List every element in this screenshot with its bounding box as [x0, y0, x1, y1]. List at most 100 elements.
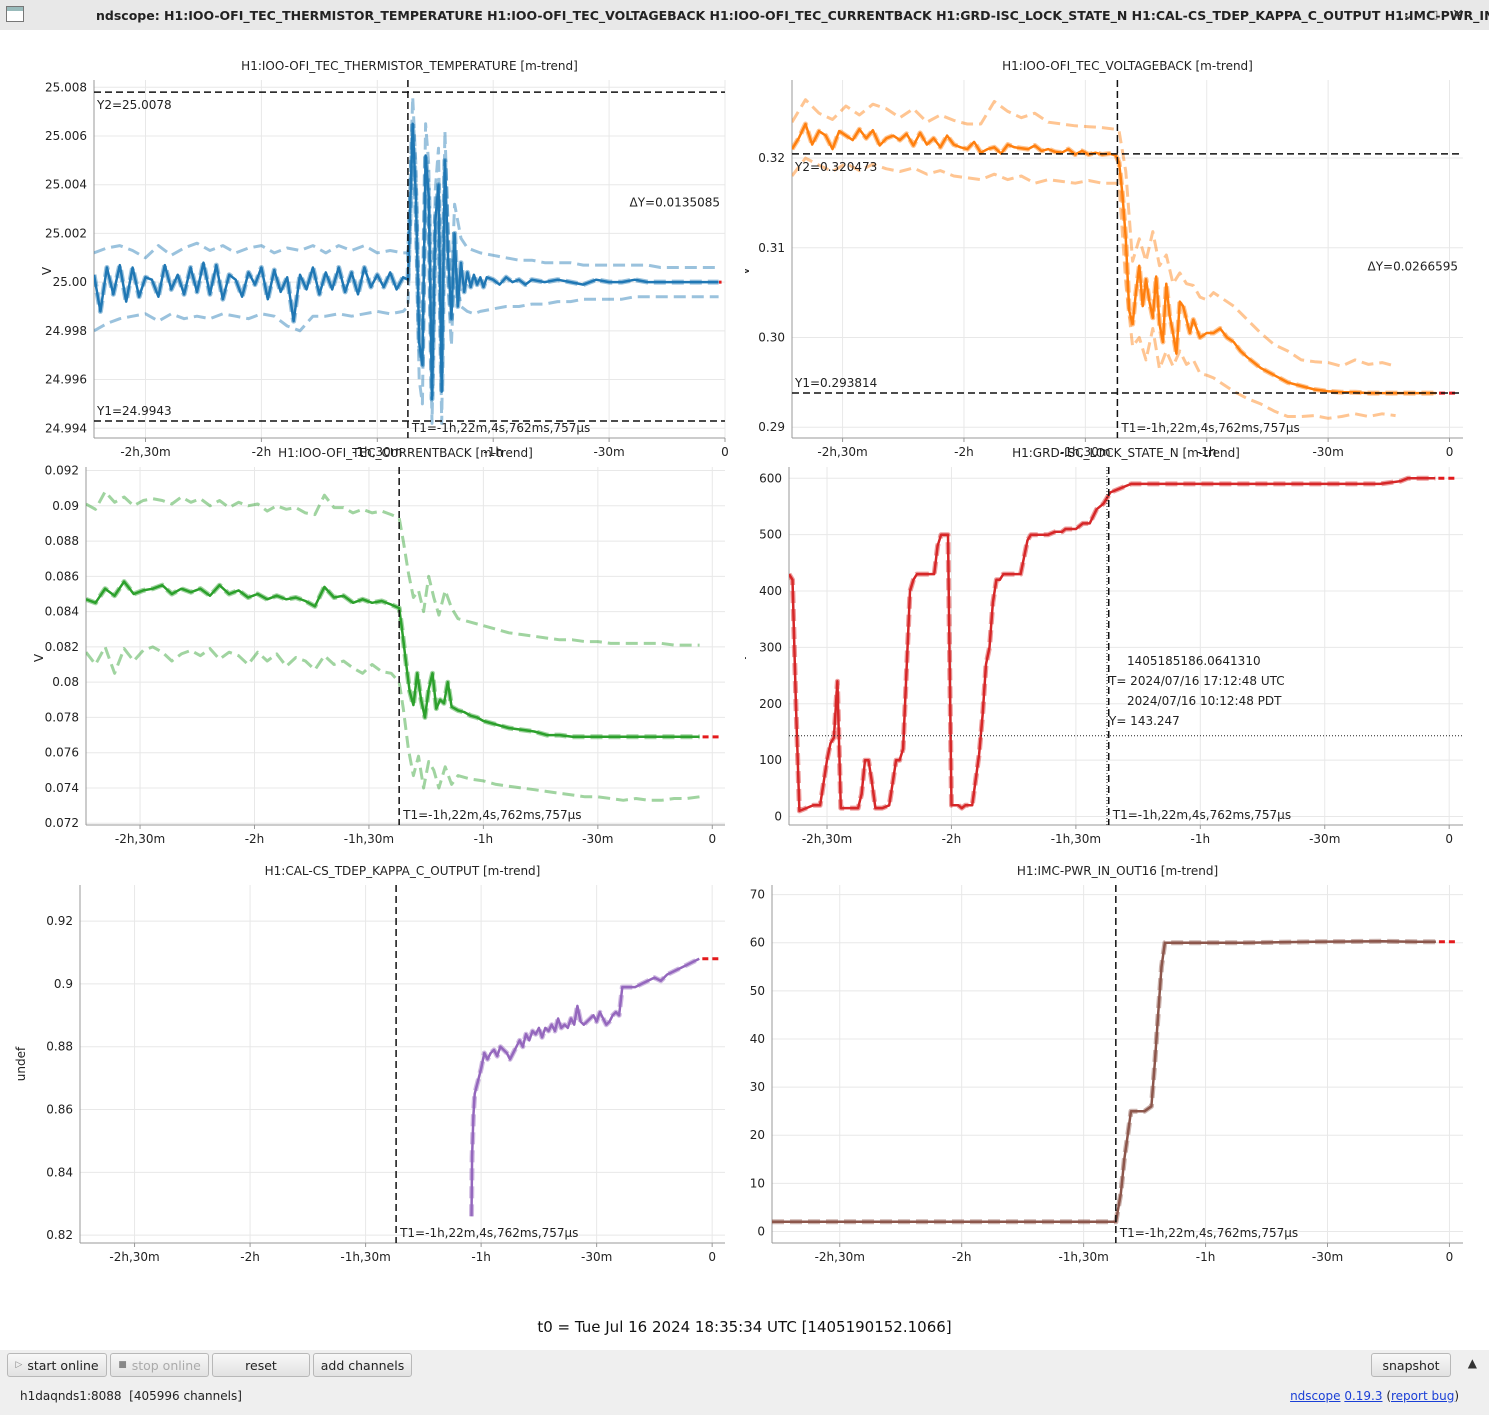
server-address: h1daqnds1:8088 [20, 1389, 122, 1403]
play-icon: ▷ [15, 1360, 23, 1370]
plot-title: H1:IOO-OFI_TEC_VOLTAGEBACK [m-trend] [1002, 59, 1253, 73]
y-tick-label: 0.84 [46, 1165, 73, 1179]
y-tick-label: 25.00 [53, 275, 87, 289]
delta-y-label: ΔY=0.0135085 [630, 196, 721, 210]
plot-title: H1:GRD-ISC_LOCK_STATE_N [m-trend] [1012, 446, 1240, 460]
series-envelope-line [469, 956, 701, 1217]
plot-imc-pwr-in[interactable]: H1:IMC-PWR_IN_OUT16 [m-trend] -2h,30m -2h -… [745, 862, 1489, 1307]
series-group [86, 490, 700, 802]
y-tick-label: 0.08 [52, 675, 79, 689]
crosshair-y-label: Y= 143.247 [1108, 714, 1180, 728]
t1-cursor-label: T1=-1h,22m,4s,762ms,757µs [1112, 808, 1291, 822]
x-tick-label: -1h [474, 832, 494, 846]
x-tick-label: 0 [1445, 832, 1453, 846]
y-tick-label: 0.09 [52, 499, 79, 513]
y2-cursor-label: Y2=25.0078 [96, 98, 172, 112]
restore-button[interactable]: □ [1427, 8, 1439, 21]
series-min-line [86, 645, 700, 802]
series-envelope-line [772, 938, 1436, 1225]
x-tick-label: 0 [708, 1250, 716, 1264]
x-tick-label: -2h,30m [115, 832, 165, 846]
y-tick-label: 0.9 [54, 977, 73, 991]
y-tick-label: 300 [759, 640, 782, 654]
y-tick-label: 70 [750, 888, 765, 902]
x-tick-label: -2h [954, 445, 974, 459]
x-tick-label: -2h,30m [120, 445, 170, 459]
series-mean-line [94, 122, 719, 401]
y-tick-label: 0.32 [758, 151, 785, 165]
window-title: ndscope: H1:IOO-OFI_TEC_THERMISTOR_TEMPE… [96, 8, 1489, 23]
y-tick-label: 20 [750, 1128, 765, 1142]
t1-cursor-label: T1=-1h,22m,4s,762ms,757µs [402, 808, 581, 822]
report-bug-link[interactable]: report bug [1391, 1389, 1455, 1403]
t1-cursor-label: T1=-1h,22m,4s,762ms,757µs [399, 1226, 578, 1240]
reset-button[interactable]: reset [212, 1353, 310, 1377]
y-tick-label: 25.008 [45, 80, 87, 94]
plot-voltageback[interactable]: H1:IOO-OFI_TEC_VOLTAGEBACK [m-trend] -2h,… [745, 30, 1489, 475]
y-tick-label: 0.082 [45, 640, 79, 654]
y-tick-label: 500 [759, 528, 782, 542]
series-mean-line [789, 477, 1436, 813]
y-tick-label: 30 [750, 1080, 765, 1094]
crosshair-utc-label: T= 2024/07/16 17:12:48 UTC [1108, 674, 1285, 688]
x-tick-label: -30m [1312, 445, 1343, 459]
y-tick-label: 0.078 [45, 710, 79, 724]
x-tick-label: -1h,30m [340, 1250, 390, 1264]
stop-online-button[interactable]: ■ stop online [110, 1353, 209, 1377]
add-channels-button[interactable]: add channels [313, 1353, 412, 1377]
x-tick-label: -2h [245, 832, 265, 846]
x-tick-label: 0 [721, 445, 729, 459]
plot-lock-state[interactable]: H1:GRD-ISC_LOCK_STATE_N [m-trend] -2h,30m… [745, 445, 1489, 890]
y1-cursor-label: Y1=0.293814 [794, 376, 877, 390]
x-tick-label: -30m [593, 445, 624, 459]
x-tick-label: -1h,30m [344, 832, 394, 846]
delta-y-label: ΔY=0.0266595 [1368, 259, 1459, 273]
start-online-button[interactable]: ▷ start online [7, 1353, 107, 1377]
close-button[interactable]: ✕ [1452, 7, 1464, 23]
t1-cursor-label: T1=-1h,22m,4s,762ms,757µs [1119, 1226, 1298, 1240]
x-tick-label: 0 [708, 832, 716, 846]
t0-label: t0 = Tue Jul 16 2024 18:35:34 UTC [14051… [537, 1318, 952, 1336]
snapshot-button[interactable]: snapshot [1371, 1353, 1451, 1377]
y-tick-label: 0.084 [45, 605, 79, 619]
x-tick-label: -30m [1312, 1250, 1343, 1264]
y-tick-label: 200 [759, 697, 782, 711]
y-axis-label: V [32, 653, 46, 662]
y-tick-label: 0.086 [45, 569, 79, 583]
channel-count: [405996 channels] [129, 1389, 242, 1403]
plot-title: H1:IMC-PWR_IN_OUT16 [m-trend] [1017, 864, 1218, 878]
x-tick-label: -2h [240, 1250, 260, 1264]
y-tick-label: 100 [759, 753, 782, 767]
series-mean-line [470, 957, 700, 1217]
x-tick-label: -30m [581, 1250, 612, 1264]
collapse-arrow-icon[interactable]: ▲ [1467, 1356, 1477, 1370]
y-tick-label: 10 [750, 1176, 765, 1190]
plot-currentback[interactable]: H1:IOO-OFI_TEC_CURRENTBACK [m-trend] -2h,… [0, 445, 745, 890]
x-tick-label: -1h [1196, 1250, 1216, 1264]
y-axis-label: V [40, 266, 54, 275]
y-axis-label: V [745, 266, 752, 275]
x-tick-label: -2h [942, 832, 962, 846]
plot-kappa-c-output[interactable]: H1:CAL-CS_TDEP_KAPPA_C_OUTPUT [m-trend] -… [0, 862, 745, 1307]
start-online-label: start online [27, 1357, 99, 1373]
plot-title: H1:CAL-CS_TDEP_KAPPA_C_OUTPUT [m-trend] [265, 864, 541, 878]
crosshair-gps-label: 1405185186.0641310 [1127, 654, 1261, 668]
y-tick-label: 24.998 [45, 324, 87, 338]
t1-cursor-label: T1=-1h,22m,4s,762ms,757µs [1120, 421, 1299, 435]
x-tick-label: -2h,30m [815, 1250, 865, 1264]
y-tick-label: 0.30 [758, 331, 785, 345]
series-mean-line [86, 580, 700, 739]
y-tick-label: 0 [774, 810, 782, 824]
plot-title: H1:IOO-OFI_TEC_CURRENTBACK [m-trend] [278, 446, 533, 460]
version-link[interactable]: 0.19.3 [1344, 1389, 1383, 1403]
window-titlebar: ndscope: H1:IOO-OFI_TEC_THERMISTOR_TEMPE… [0, 0, 1489, 31]
y-tick-label: 24.994 [45, 421, 87, 435]
minimize-button[interactable]: ⌄ [1402, 7, 1414, 23]
series-group [789, 475, 1436, 814]
ndscope-link[interactable]: ndscope [1290, 1389, 1341, 1403]
plot-area: H1:IOO-OFI_TEC_THERMISTOR_TEMPERATURE [m… [0, 30, 1489, 1350]
x-tick-label: 0 [1446, 445, 1454, 459]
plot-thermistor-temperature[interactable]: H1:IOO-OFI_TEC_THERMISTOR_TEMPERATURE [m… [0, 30, 745, 475]
y-tick-label: 25.006 [45, 129, 87, 143]
x-tick-label: -1h,30m [1058, 1250, 1108, 1264]
